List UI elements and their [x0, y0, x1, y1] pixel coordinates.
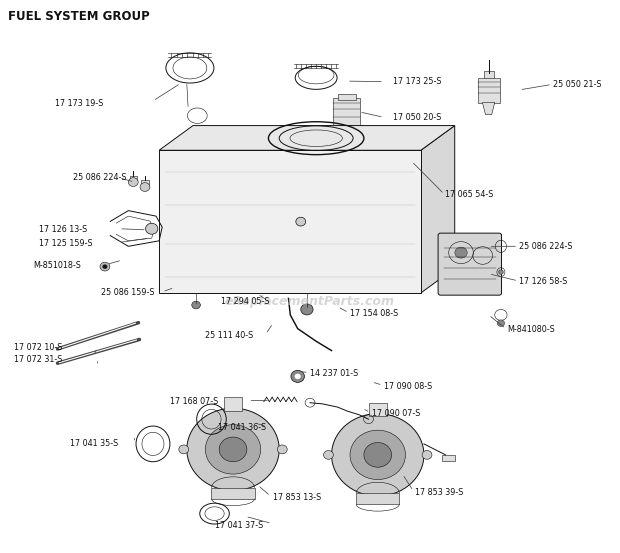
Text: M-841080-S: M-841080-S	[507, 325, 555, 334]
Circle shape	[350, 430, 405, 479]
Text: 17 125 159-S: 17 125 159-S	[39, 239, 92, 248]
Text: 25 050 21-S: 25 050 21-S	[553, 80, 602, 89]
Text: 25 086 224-S: 25 086 224-S	[73, 173, 126, 182]
Circle shape	[364, 442, 392, 467]
Circle shape	[146, 223, 158, 234]
FancyBboxPatch shape	[438, 233, 502, 295]
Circle shape	[324, 451, 334, 459]
Text: 17 853 13-S: 17 853 13-S	[273, 493, 321, 502]
Polygon shape	[159, 126, 454, 150]
Circle shape	[497, 320, 505, 326]
Text: 25 086 224-S: 25 086 224-S	[520, 242, 573, 251]
Circle shape	[301, 304, 313, 315]
Text: 14 237 01-S: 14 237 01-S	[310, 369, 358, 378]
Text: 17 126 58-S: 17 126 58-S	[520, 278, 568, 286]
Text: 17 294 05-S: 17 294 05-S	[221, 297, 269, 306]
Bar	[141, 180, 149, 186]
Text: 17 041 36-S: 17 041 36-S	[218, 423, 266, 432]
Text: 17 173 19-S: 17 173 19-S	[55, 99, 104, 108]
Circle shape	[455, 247, 467, 258]
Circle shape	[294, 374, 301, 379]
Circle shape	[192, 301, 200, 309]
Circle shape	[498, 270, 503, 274]
Text: 17 050 20-S: 17 050 20-S	[393, 113, 441, 122]
Bar	[159, 150, 421, 293]
Text: 17 041 37-S: 17 041 37-S	[215, 520, 263, 530]
Bar	[339, 95, 356, 100]
Text: 17 168 07-S: 17 168 07-S	[170, 397, 218, 406]
Text: FUEL SYSTEM GROUP: FUEL SYSTEM GROUP	[8, 11, 150, 23]
Text: 17 853 39-S: 17 853 39-S	[415, 488, 463, 497]
Text: 17 072 10-S: 17 072 10-S	[14, 343, 63, 352]
Text: M-851018-S: M-851018-S	[33, 261, 81, 270]
Bar	[334, 98, 360, 131]
Circle shape	[277, 445, 287, 454]
Text: 17 090 07-S: 17 090 07-S	[371, 409, 420, 418]
Bar	[368, 403, 387, 416]
Circle shape	[140, 182, 150, 191]
Circle shape	[291, 371, 304, 383]
Bar	[443, 455, 454, 461]
Bar	[477, 78, 500, 102]
Circle shape	[332, 414, 424, 496]
Bar	[224, 397, 242, 411]
Circle shape	[128, 178, 138, 186]
Text: 25 111 40-S: 25 111 40-S	[205, 331, 254, 340]
Text: eReplacementParts.com: eReplacementParts.com	[225, 295, 395, 307]
Text: 17 173 25-S: 17 173 25-S	[393, 77, 441, 86]
Bar	[484, 71, 494, 79]
Text: 17 090 08-S: 17 090 08-S	[384, 382, 432, 391]
Text: 17 041 35-S: 17 041 35-S	[70, 440, 118, 448]
Text: 17 126 13-S: 17 126 13-S	[39, 226, 87, 234]
Polygon shape	[421, 126, 454, 293]
Circle shape	[100, 262, 110, 271]
Text: 17 065 54-S: 17 065 54-S	[446, 190, 494, 199]
Text: 25 086 159-S: 25 086 159-S	[100, 289, 154, 298]
Circle shape	[205, 425, 261, 474]
Bar	[130, 175, 137, 181]
Text: 17 072 31-S: 17 072 31-S	[14, 356, 63, 364]
Circle shape	[102, 264, 107, 269]
Circle shape	[187, 408, 279, 491]
Polygon shape	[482, 102, 495, 114]
Circle shape	[422, 451, 432, 459]
Circle shape	[296, 217, 306, 226]
Polygon shape	[211, 488, 255, 499]
Circle shape	[219, 437, 247, 462]
Polygon shape	[356, 493, 399, 504]
Text: 17 154 08-S: 17 154 08-S	[350, 309, 398, 319]
Circle shape	[179, 445, 188, 454]
